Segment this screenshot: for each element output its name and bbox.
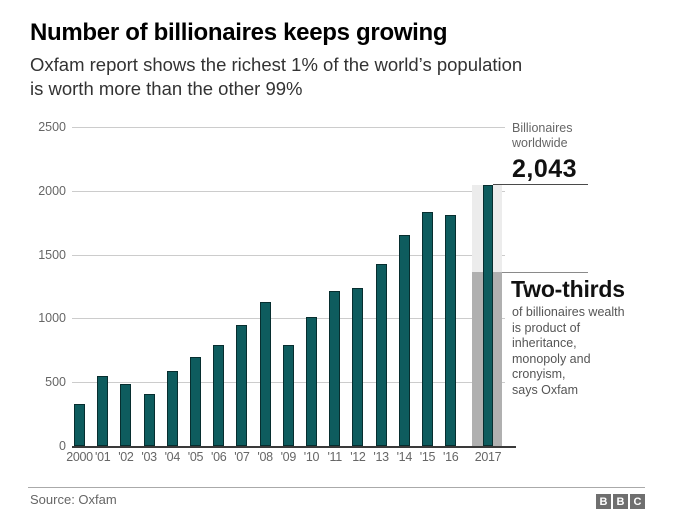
chart-subtitle: Oxfam report shows the richest 1% of the… <box>30 54 523 99</box>
x-axis-tick-'02: '02 <box>118 450 134 464</box>
bar-'10 <box>306 317 317 446</box>
bar-'04 <box>166 371 178 446</box>
y-axis-tick-500: 500 <box>45 375 66 390</box>
y-axis-tick-2500: 2500 <box>38 120 66 134</box>
bar-'05 <box>190 356 201 446</box>
footer-divider <box>28 487 645 488</box>
x-axis-tick-'16: '16 <box>442 450 459 464</box>
bar-'16 <box>445 215 457 446</box>
x-axis-tick-'13: '13 <box>373 450 389 464</box>
bar-'07 <box>236 325 248 446</box>
gridline-1500 <box>72 254 505 256</box>
bbc-logo-block-3: C <box>630 494 645 509</box>
x-axis-line <box>72 446 516 448</box>
gridline-2000 <box>72 190 505 192</box>
bar-'14 <box>398 235 410 446</box>
bar-'06 <box>213 344 225 446</box>
x-axis-tick-'04: '04 <box>164 450 181 464</box>
y-axis-tick-2000: 2000 <box>38 183 66 198</box>
x-axis-tick-2017: 2017 <box>474 450 502 464</box>
bar-2000 <box>74 403 85 446</box>
two-thirds-heading: Two-thirds <box>511 276 625 302</box>
two-thirds-description: of billionaires wealth is product of inh… <box>512 305 625 397</box>
bar-'09 <box>282 344 294 446</box>
bar-'03 <box>143 394 155 446</box>
bbc-logo-block-1: B <box>596 494 611 509</box>
bar-'01 <box>97 375 109 446</box>
chart-title: Number of billionaires keeps growing <box>30 19 448 46</box>
bar-'11 <box>329 290 341 446</box>
gridline-1000 <box>72 318 505 320</box>
x-axis-tick-'06: '06 <box>210 450 227 464</box>
bar-2017 <box>483 185 493 446</box>
bar-'08 <box>259 301 271 446</box>
x-axis-tick-'05: '05 <box>187 450 204 464</box>
bbc-logo-block-2: B <box>613 494 628 509</box>
x-axis-tick-2000: 2000 <box>66 450 93 464</box>
billionaires-worldwide-label: Billionaires worldwide <box>512 121 573 150</box>
callout-line-2043 <box>493 184 588 185</box>
y-axis-tick-1000: 1000 <box>38 311 66 326</box>
y-axis-tick-0: 0 <box>59 439 66 453</box>
y-axis-tick-1500: 1500 <box>38 247 66 262</box>
x-axis-tick-'01: '01 <box>94 450 111 464</box>
bar-'02 <box>120 384 132 446</box>
source-credit: Source: Oxfam <box>30 492 117 507</box>
bbc-logo: B B C <box>596 494 645 509</box>
x-axis-tick-'07: '07 <box>234 450 250 464</box>
x-axis-tick-'12: '12 <box>350 450 366 464</box>
x-axis-tick-'10: '10 <box>303 450 320 464</box>
callout-line-two-thirds <box>502 272 588 273</box>
billionaires-worldwide-value: 2,043 <box>512 155 578 183</box>
bar-'12 <box>352 288 364 446</box>
x-axis-tick-'11: '11 <box>327 450 342 464</box>
bar-'15 <box>422 211 433 446</box>
gridline-2500 <box>72 127 505 128</box>
x-axis-tick-'09: '09 <box>280 450 297 464</box>
x-axis-tick-'08: '08 <box>257 450 273 464</box>
x-axis-tick-'03: '03 <box>141 450 157 464</box>
x-axis-tick-'15: '15 <box>419 450 436 464</box>
bar-'13 <box>375 263 387 446</box>
x-axis-tick-'14: '14 <box>396 450 413 464</box>
